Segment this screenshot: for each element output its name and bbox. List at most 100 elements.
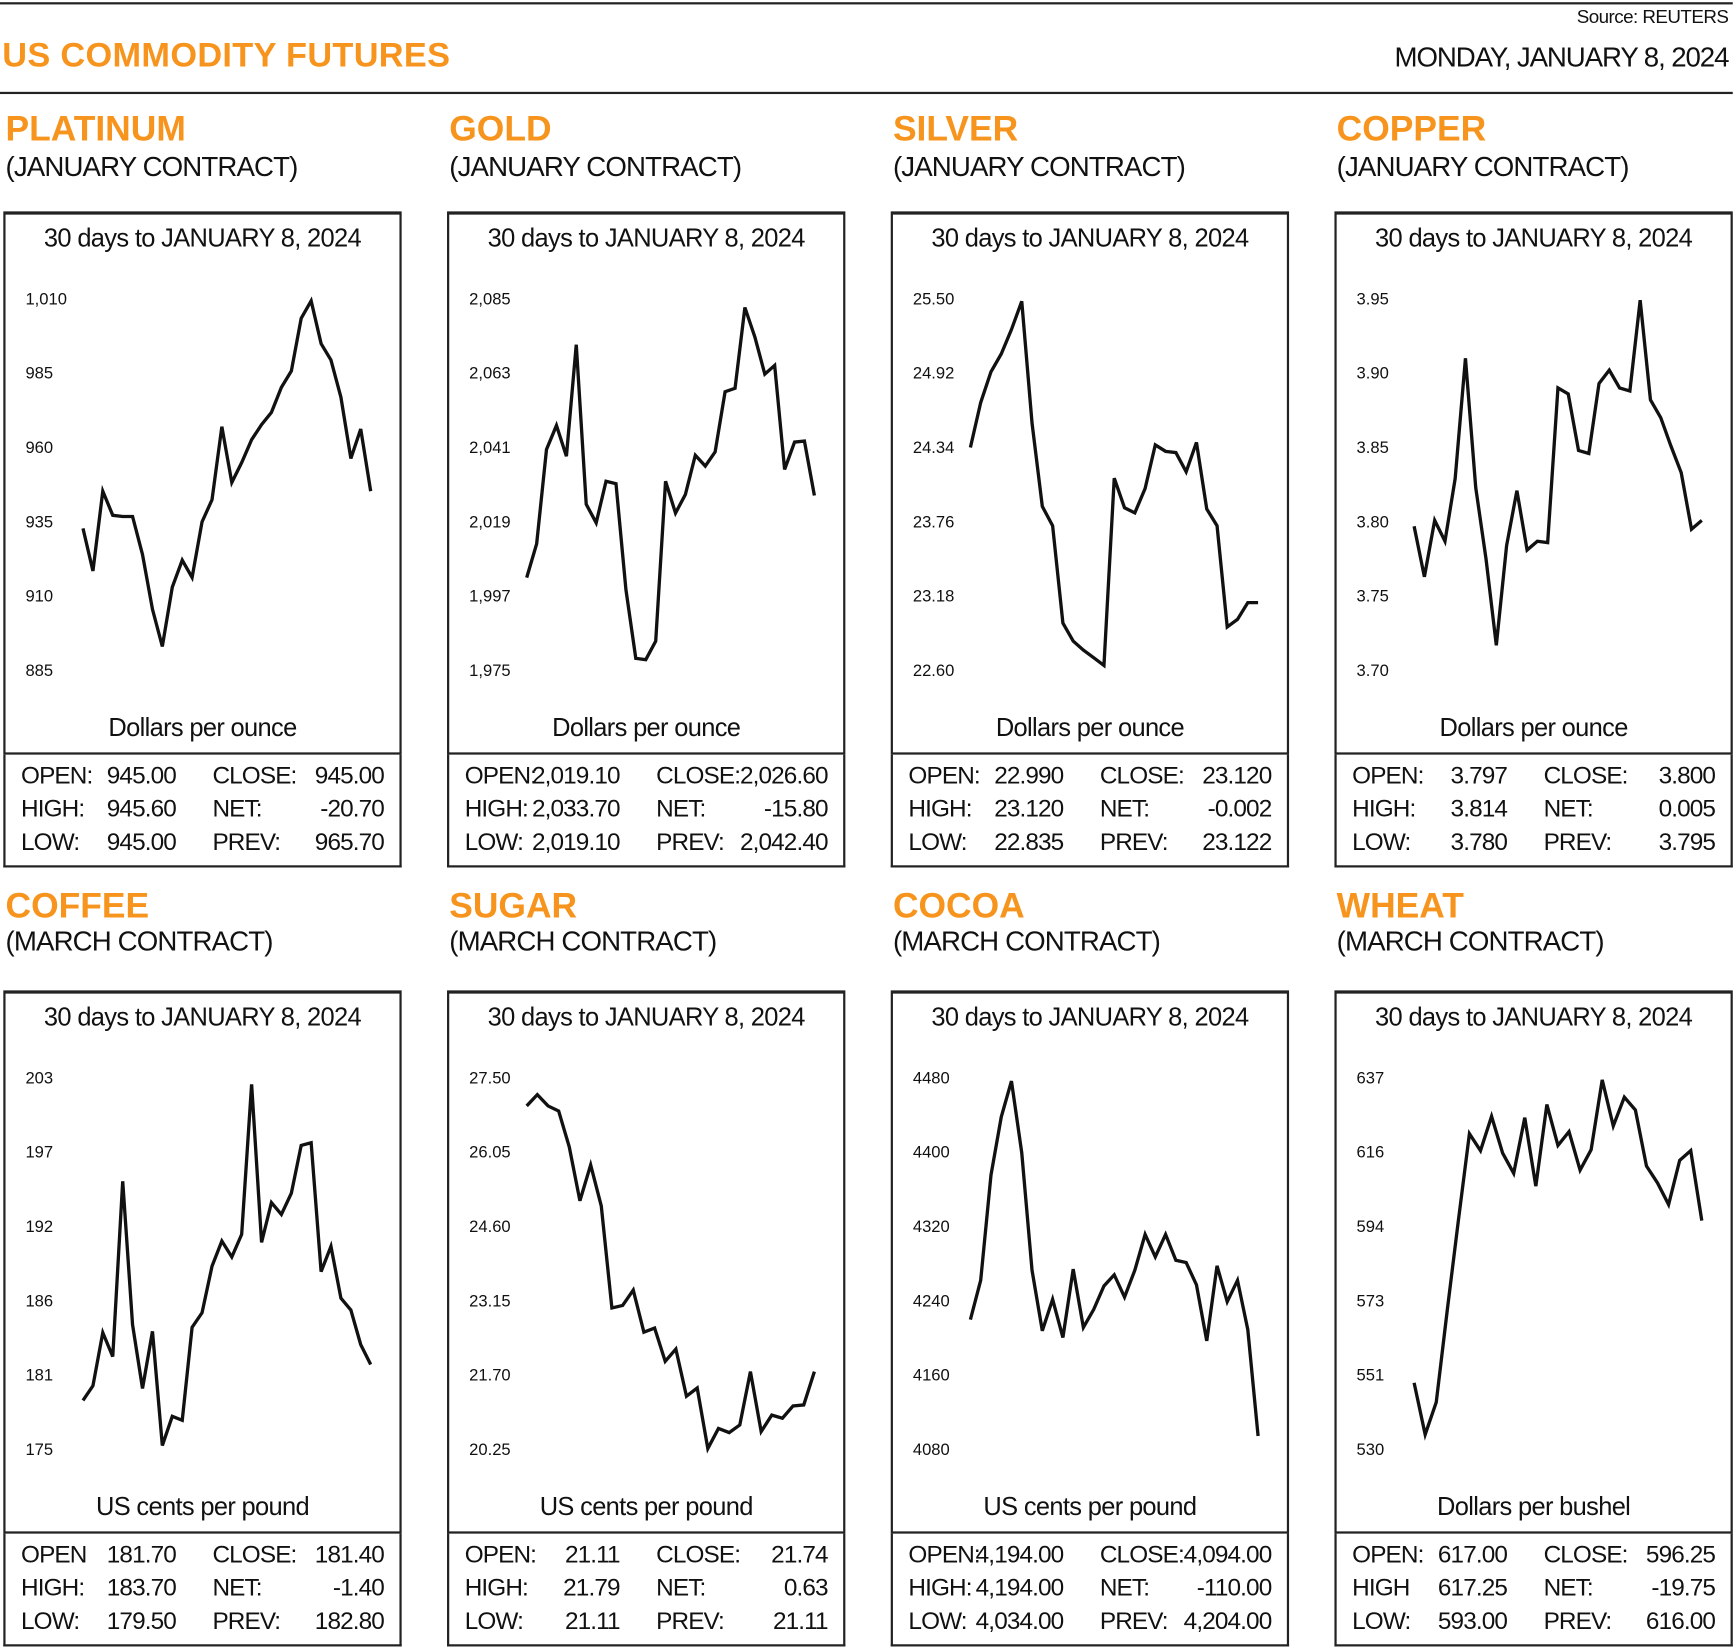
stat-label: HIGH: — [1352, 794, 1416, 823]
stat-label: LOW: — [1352, 827, 1411, 856]
unit-label: Dollars per ounce — [1439, 712, 1629, 742]
stat-value: 23.122 — [1202, 827, 1272, 856]
stats-row: HIGH: 945.60 NET: -20.70 — [6, 794, 400, 827]
commodity-name: COFFEE — [5, 885, 150, 926]
commodity-name: PLATINUM — [5, 108, 186, 149]
y-tick-label: 2,063 — [469, 364, 511, 383]
price-series-line — [81, 1084, 373, 1447]
y-tick-label: 27.50 — [469, 1068, 511, 1087]
stats-row: HIGH: 3.814 NET: 0.005 — [1337, 794, 1731, 827]
stat-value: 945.60 — [106, 794, 177, 823]
unit-label: Dollars per ounce — [995, 712, 1185, 742]
stat-value: 3.795 — [1658, 827, 1716, 856]
stat-value: 945.00 — [314, 761, 385, 789]
stat-label: OPEN: — [464, 1540, 537, 1568]
stat-label: LOW: — [464, 1606, 524, 1635]
price-series-line — [968, 300, 1259, 669]
chart-box: 30 days to JANUARY 8, 2024 Dollars per o… — [3, 211, 402, 755]
stat-value: 182.80 — [314, 1606, 385, 1635]
stat-value: 0.63 — [783, 1573, 829, 1602]
contract-label: (MARCH CONTRACT) — [449, 926, 717, 958]
stat-label: CLOSE: — [212, 1540, 297, 1568]
stat-label: LOW: — [21, 1606, 80, 1635]
stats-row: OPEN: 4,194.00 CLOSE: 4,094.00 — [893, 1540, 1287, 1573]
stat-value: 4,034.00 — [975, 1606, 1065, 1635]
price-series-line — [968, 1080, 1260, 1437]
chart-box: 30 days to JANUARY 8, 2024 Dollars per b… — [1334, 990, 1733, 1534]
y-tick-label: 4480 — [913, 1068, 950, 1087]
y-tick-label: 23.76 — [913, 512, 954, 531]
y-tick-label: 203 — [25, 1068, 53, 1087]
stat-label: CLOSE: — [1543, 761, 1629, 789]
stat-value: 2,019.10 — [531, 761, 621, 789]
top-rule — [0, 2, 1733, 5]
unit-label: Dollars per ounce — [108, 712, 297, 742]
stat-label: CLOSE: — [1099, 1540, 1185, 1568]
line-chart: 203 197 192 186 181 175 — [25, 1068, 373, 1459]
stats-row: HIGH 617.25 NET: -19.75 — [1337, 1573, 1731, 1606]
stat-label: OPEN: — [908, 1540, 980, 1568]
y-tick-label: 192 — [25, 1217, 53, 1236]
stats-row: LOW: 2,019.10 PREV: 2,042.40 — [449, 828, 843, 861]
commodity-name: COCOA — [892, 885, 1025, 926]
stat-value: -20.70 — [320, 794, 385, 823]
stat-value: -110.00 — [1196, 1573, 1272, 1602]
stat-value: 3.800 — [1658, 761, 1716, 789]
commodity-name: SILVER — [892, 108, 1019, 149]
price-series-line — [81, 296, 373, 647]
stats-row: LOW: 4,034.00 PREV: 4,204.00 — [893, 1607, 1287, 1640]
stat-label: OPEN: — [464, 761, 537, 789]
chart-title: 30 days to JANUARY 8, 2024 — [43, 223, 362, 253]
chart-title: 30 days to JANUARY 8, 2024 — [1375, 1002, 1693, 1032]
stat-label: HIGH: — [908, 1573, 972, 1602]
y-tick-label: 960 — [25, 438, 53, 457]
stat-label: PREV: — [656, 827, 725, 856]
stat-value: 3.814 — [1450, 794, 1508, 823]
stats-box: OPEN 181.70 CLOSE: 181.40 HIGH: 183.70 NET: -1.… — [3, 1533, 402, 1647]
stat-value: -0.002 — [1207, 794, 1273, 823]
stat-label: PREV: — [1099, 827, 1169, 856]
y-tick-label: 197 — [25, 1143, 53, 1162]
stat-label: NET: — [1543, 1573, 1594, 1602]
price-series-line — [525, 306, 817, 662]
stat-label: CLOSE: — [656, 1540, 741, 1568]
stat-label: LOW: — [908, 1606, 967, 1635]
contract-label: (MARCH CONTRACT) — [5, 926, 274, 958]
stat-value: 0.005 — [1658, 794, 1716, 823]
y-tick-label: 616 — [1357, 1143, 1385, 1162]
stat-value: 617.25 — [1437, 1573, 1508, 1602]
stat-label: PREV: — [1543, 827, 1613, 856]
stats-box: OPEN: 945.00 CLOSE: 945.00 HIGH: 945.60 NET: -2… — [3, 754, 402, 868]
commodity-name: GOLD — [449, 108, 552, 149]
y-tick-label: 26.05 — [469, 1143, 511, 1162]
y-tick-label: 594 — [1357, 1217, 1385, 1236]
contract-label: (MARCH CONTRACT) — [892, 926, 1161, 958]
stats-box: OPEN: 21.11 CLOSE: 21.74 HIGH: 21.79 NET: 0.63 L… — [447, 1533, 846, 1647]
y-tick-label: 3.70 — [1357, 661, 1389, 680]
stat-value: 181.40 — [314, 1540, 385, 1568]
stat-value: 2,019.10 — [531, 827, 621, 856]
stat-label: LOW: — [1352, 1606, 1411, 1635]
y-tick-label: 3.85 — [1357, 438, 1389, 457]
stat-label: NET: — [656, 1573, 706, 1602]
stats-box: OPEN: 3.797 CLOSE: 3.800 HIGH: 3.814 NET: 0.005… — [1334, 754, 1733, 868]
line-chart: 3.95 3.90 3.85 3.80 3.75 3.70 — [1357, 289, 1703, 680]
stats-box: OPEN: 2,019.10 CLOSE: 2,026.60 HIGH: 2,033.70… — [447, 754, 846, 868]
stats-row: OPEN: 945.00 CLOSE: 945.00 — [6, 761, 400, 794]
stat-label: NET: — [1099, 1573, 1150, 1602]
stat-label: LOW: — [908, 827, 967, 856]
line-chart: 25.50 24.92 24.34 23.76 23.18 22.60 — [913, 289, 1259, 680]
stat-label: CLOSE: — [1099, 761, 1185, 789]
stats-row: LOW: 3.780 PREV: 3.795 — [1337, 828, 1731, 861]
y-tick-label: 2,085 — [469, 289, 511, 308]
chart-title: 30 days to JANUARY 8, 2024 — [1375, 223, 1693, 253]
stat-value: -1.40 — [332, 1573, 385, 1602]
y-tick-label: 4160 — [913, 1366, 950, 1385]
y-tick-label: 637 — [1357, 1068, 1385, 1087]
stat-label: LOW: — [21, 827, 80, 856]
stat-label: CLOSE: — [212, 761, 297, 789]
chart-title: 30 days to JANUARY 8, 2024 — [931, 1002, 1249, 1032]
stat-label: PREV: — [1543, 1606, 1613, 1635]
stat-value: 4,094.00 — [1183, 1540, 1273, 1568]
stats-box: OPEN: 22.990 CLOSE: 23.120 HIGH: 23.120 NET: -0… — [890, 754, 1290, 868]
